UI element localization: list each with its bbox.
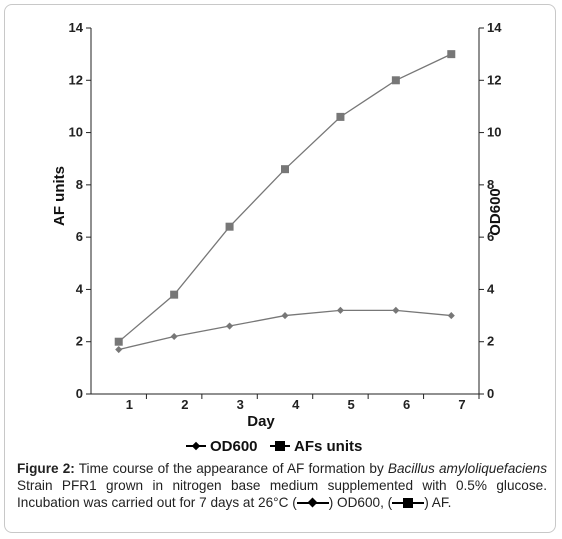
caption-species: Bacillus amyloliquefaciens <box>387 461 547 476</box>
left-y-tick-label: 14 <box>69 20 84 35</box>
right-y-tick-labels: 0 2 4 6 8 10 12 14 <box>487 20 502 401</box>
right-y-tick-label: 14 <box>487 20 502 35</box>
left-y-tick-label: 2 <box>76 334 83 349</box>
left-y-tick-label: 6 <box>76 229 83 244</box>
x-tick-label: 3 <box>237 397 244 412</box>
x-tick-label: 4 <box>292 397 300 412</box>
data-point <box>447 312 455 320</box>
left-y-axis-title: AF units <box>51 166 68 226</box>
data-point <box>447 50 456 59</box>
legend-label-afs-units: AFs units <box>294 438 362 455</box>
data-point <box>281 312 289 320</box>
data-point <box>281 165 289 174</box>
x-tick-label: 6 <box>403 397 410 412</box>
right-y-tick-label: 2 <box>487 334 494 349</box>
left-y-tick-label: 8 <box>76 177 83 192</box>
caption-text-3: ) OD600, ( <box>328 495 393 510</box>
data-point <box>115 346 123 354</box>
right-y-tick-label: 4 <box>487 281 495 296</box>
x-tick-label: 2 <box>181 397 188 412</box>
series-od600 <box>115 306 455 354</box>
left-y-tick-label: 0 <box>76 386 83 401</box>
right-y-tick-label: 0 <box>487 386 494 401</box>
right-y-tick-label: 8 <box>487 177 494 192</box>
chart-axes <box>86 27 484 399</box>
af-line-icon <box>392 497 425 509</box>
x-tick-label: 7 <box>458 397 465 412</box>
legend-item-afs-units: AFs units <box>270 438 362 455</box>
left-y-tick-label: 10 <box>69 125 83 140</box>
figure-caption: Figure 2: Time course of the appearance … <box>17 460 547 511</box>
caption-label: Figure 2: <box>17 461 75 476</box>
figure-frame <box>4 4 556 533</box>
data-point <box>226 322 234 330</box>
legend: OD600 AFs units <box>186 438 362 455</box>
series-line <box>118 53 452 343</box>
left-y-tick-labels: 0 2 4 6 8 10 12 14 <box>69 20 84 401</box>
legend-item-od600: OD600 <box>186 438 258 455</box>
legend-label-od600: OD600 <box>210 438 258 455</box>
right-y-tick-label: 12 <box>487 72 501 87</box>
data-point <box>391 76 400 85</box>
data-point <box>225 222 234 231</box>
x-tick-label: 1 <box>126 397 133 412</box>
data-point <box>336 306 344 314</box>
caption-text-1: Time course of the appearance of AF form… <box>74 461 388 476</box>
right-y-axis-title: OD600 <box>487 188 504 236</box>
x-tick-labels: 1 2 3 4 5 6 7 <box>126 397 466 412</box>
data-point <box>392 306 400 314</box>
caption-text-4: ) AF. <box>424 495 452 510</box>
right-y-tick-label: 10 <box>487 125 501 140</box>
data-point <box>336 112 345 121</box>
series-layer <box>114 50 456 354</box>
data-point <box>170 290 179 299</box>
right-y-tick-label: 6 <box>487 229 494 244</box>
data-point <box>114 337 123 346</box>
caption-text-2: Strain PFR1 grown in nitrogen base mediu… <box>17 478 547 510</box>
series-afs-units <box>114 50 456 346</box>
left-y-tick-label: 4 <box>76 281 84 296</box>
od600-line-icon <box>296 497 329 509</box>
left-y-tick-label: 12 <box>69 72 83 87</box>
data-point <box>170 332 178 341</box>
x-axis-title: Day <box>247 413 275 430</box>
x-tick-label: 5 <box>348 397 355 412</box>
